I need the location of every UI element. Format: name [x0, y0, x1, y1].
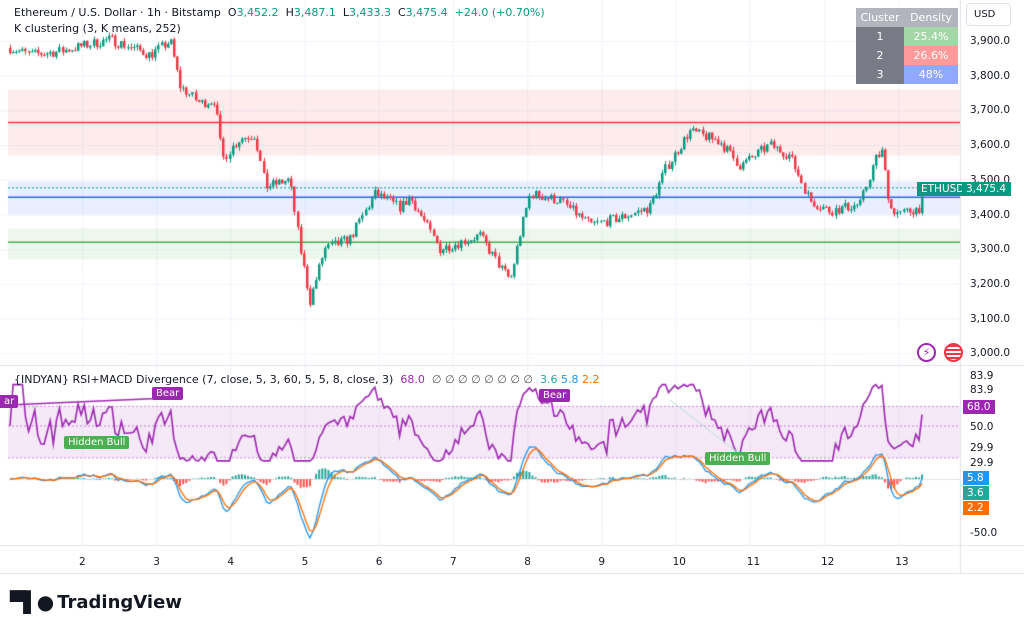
open-value: 3,452.2 — [236, 6, 279, 19]
time-axis-label: 11 — [746, 556, 761, 568]
cluster-id: 3 — [856, 65, 904, 84]
rsi-axis-label: 29.9 — [970, 457, 994, 469]
price-axis-label: 3,200.0 — [970, 277, 1011, 290]
time-axis-label: 6 — [375, 556, 383, 568]
bear-divergence-label: ar — [0, 395, 19, 408]
tradingview-logo-icon: ▀▌● — [10, 590, 54, 614]
cluster-table: Cluster Density 1 25.4% 2 26.6% 3 48% — [856, 8, 958, 84]
rsi-axis-label: 83.9 — [970, 370, 994, 382]
high-value: 3,487.1 — [293, 6, 336, 19]
currency-button[interactable]: USD — [966, 3, 1011, 26]
macd-axis-label: -50.0 — [970, 527, 998, 539]
lightning-icon[interactable]: ⚡ — [917, 343, 936, 362]
rsi-value: 68.0 — [400, 373, 425, 386]
symbol-tag: ETHUSD — [917, 182, 969, 196]
indicator-legend[interactable]: K clustering (3, K means, 252) — [14, 22, 181, 35]
price-axis-label: 3,100.0 — [970, 312, 1011, 325]
time-axis-label: 3 — [153, 556, 160, 568]
time-axis-label: 10 — [672, 556, 686, 568]
cluster-header: Cluster — [856, 8, 904, 27]
rsi-axis-label: 83.9 — [970, 384, 994, 396]
cluster-density: 48% — [904, 65, 958, 84]
last-price-tag: 3,475.4 — [962, 182, 1011, 196]
rsi-axis-label: 50.0 — [970, 421, 994, 433]
price-axis-label: 3,600.0 — [970, 139, 1011, 152]
cluster-id: 1 — [856, 27, 904, 46]
time-axis-label: 8 — [524, 556, 531, 568]
price-axis-label: 3,300.0 — [970, 243, 1011, 256]
price-axis-label: 3,900.0 — [970, 35, 1011, 47]
time-axis-label: 13 — [895, 556, 909, 568]
time-axis-label: 12 — [821, 556, 835, 568]
change-value: +24.0 (+0.70%) — [454, 6, 545, 19]
time-axis-label: 7 — [450, 556, 457, 568]
tradingview-logo[interactable]: ▀▌● TradingView — [10, 590, 182, 614]
histogram-tag: 2.2 — [963, 501, 989, 515]
time-axis-label: 9 — [598, 556, 606, 568]
us-flag-icon[interactable] — [944, 343, 963, 362]
cluster-id: 2 — [856, 46, 904, 65]
low-value: 3,433.3 — [348, 6, 391, 19]
time-axis-label: 4 — [227, 556, 235, 568]
rsi-macd-legend[interactable]: {INDYAN} RSI+MACD Divergence (7, close, … — [14, 373, 600, 386]
symbol-title: Ethereum / U.S. Dollar · 1h · Bitstamp — [14, 6, 221, 19]
hidden-bull-label: Hidden Bull — [64, 436, 130, 449]
symbol-legend: Ethereum / U.S. Dollar · 1h · Bitstamp O… — [14, 6, 545, 19]
hidden-bull-label: Hidden Bull — [705, 452, 771, 465]
signal-tag: 3.6 — [963, 486, 989, 500]
rsi-axis-label: 29.9 — [970, 442, 994, 454]
price-axis-label: 3,400.0 — [970, 208, 1011, 221]
cluster-density: 25.4% — [904, 27, 958, 46]
rsi-tag: 68.0 — [963, 400, 995, 414]
price-axis-label: 3,000.0 — [970, 347, 1011, 360]
time-axis-label: 5 — [301, 556, 309, 568]
time-axis-label: 2 — [79, 556, 86, 568]
price-axis-label: 3,700.0 — [970, 104, 1011, 117]
bear-divergence-label: Bear — [152, 387, 184, 400]
close-value: 3,475.4 — [405, 6, 448, 19]
cluster-density: 26.6% — [904, 46, 958, 65]
bear-divergence-label: Bear — [539, 389, 571, 402]
macd-tag: 5.8 — [963, 471, 989, 485]
density-header: Density — [904, 8, 958, 27]
price-axis-label: 3,800.0 — [970, 69, 1011, 82]
